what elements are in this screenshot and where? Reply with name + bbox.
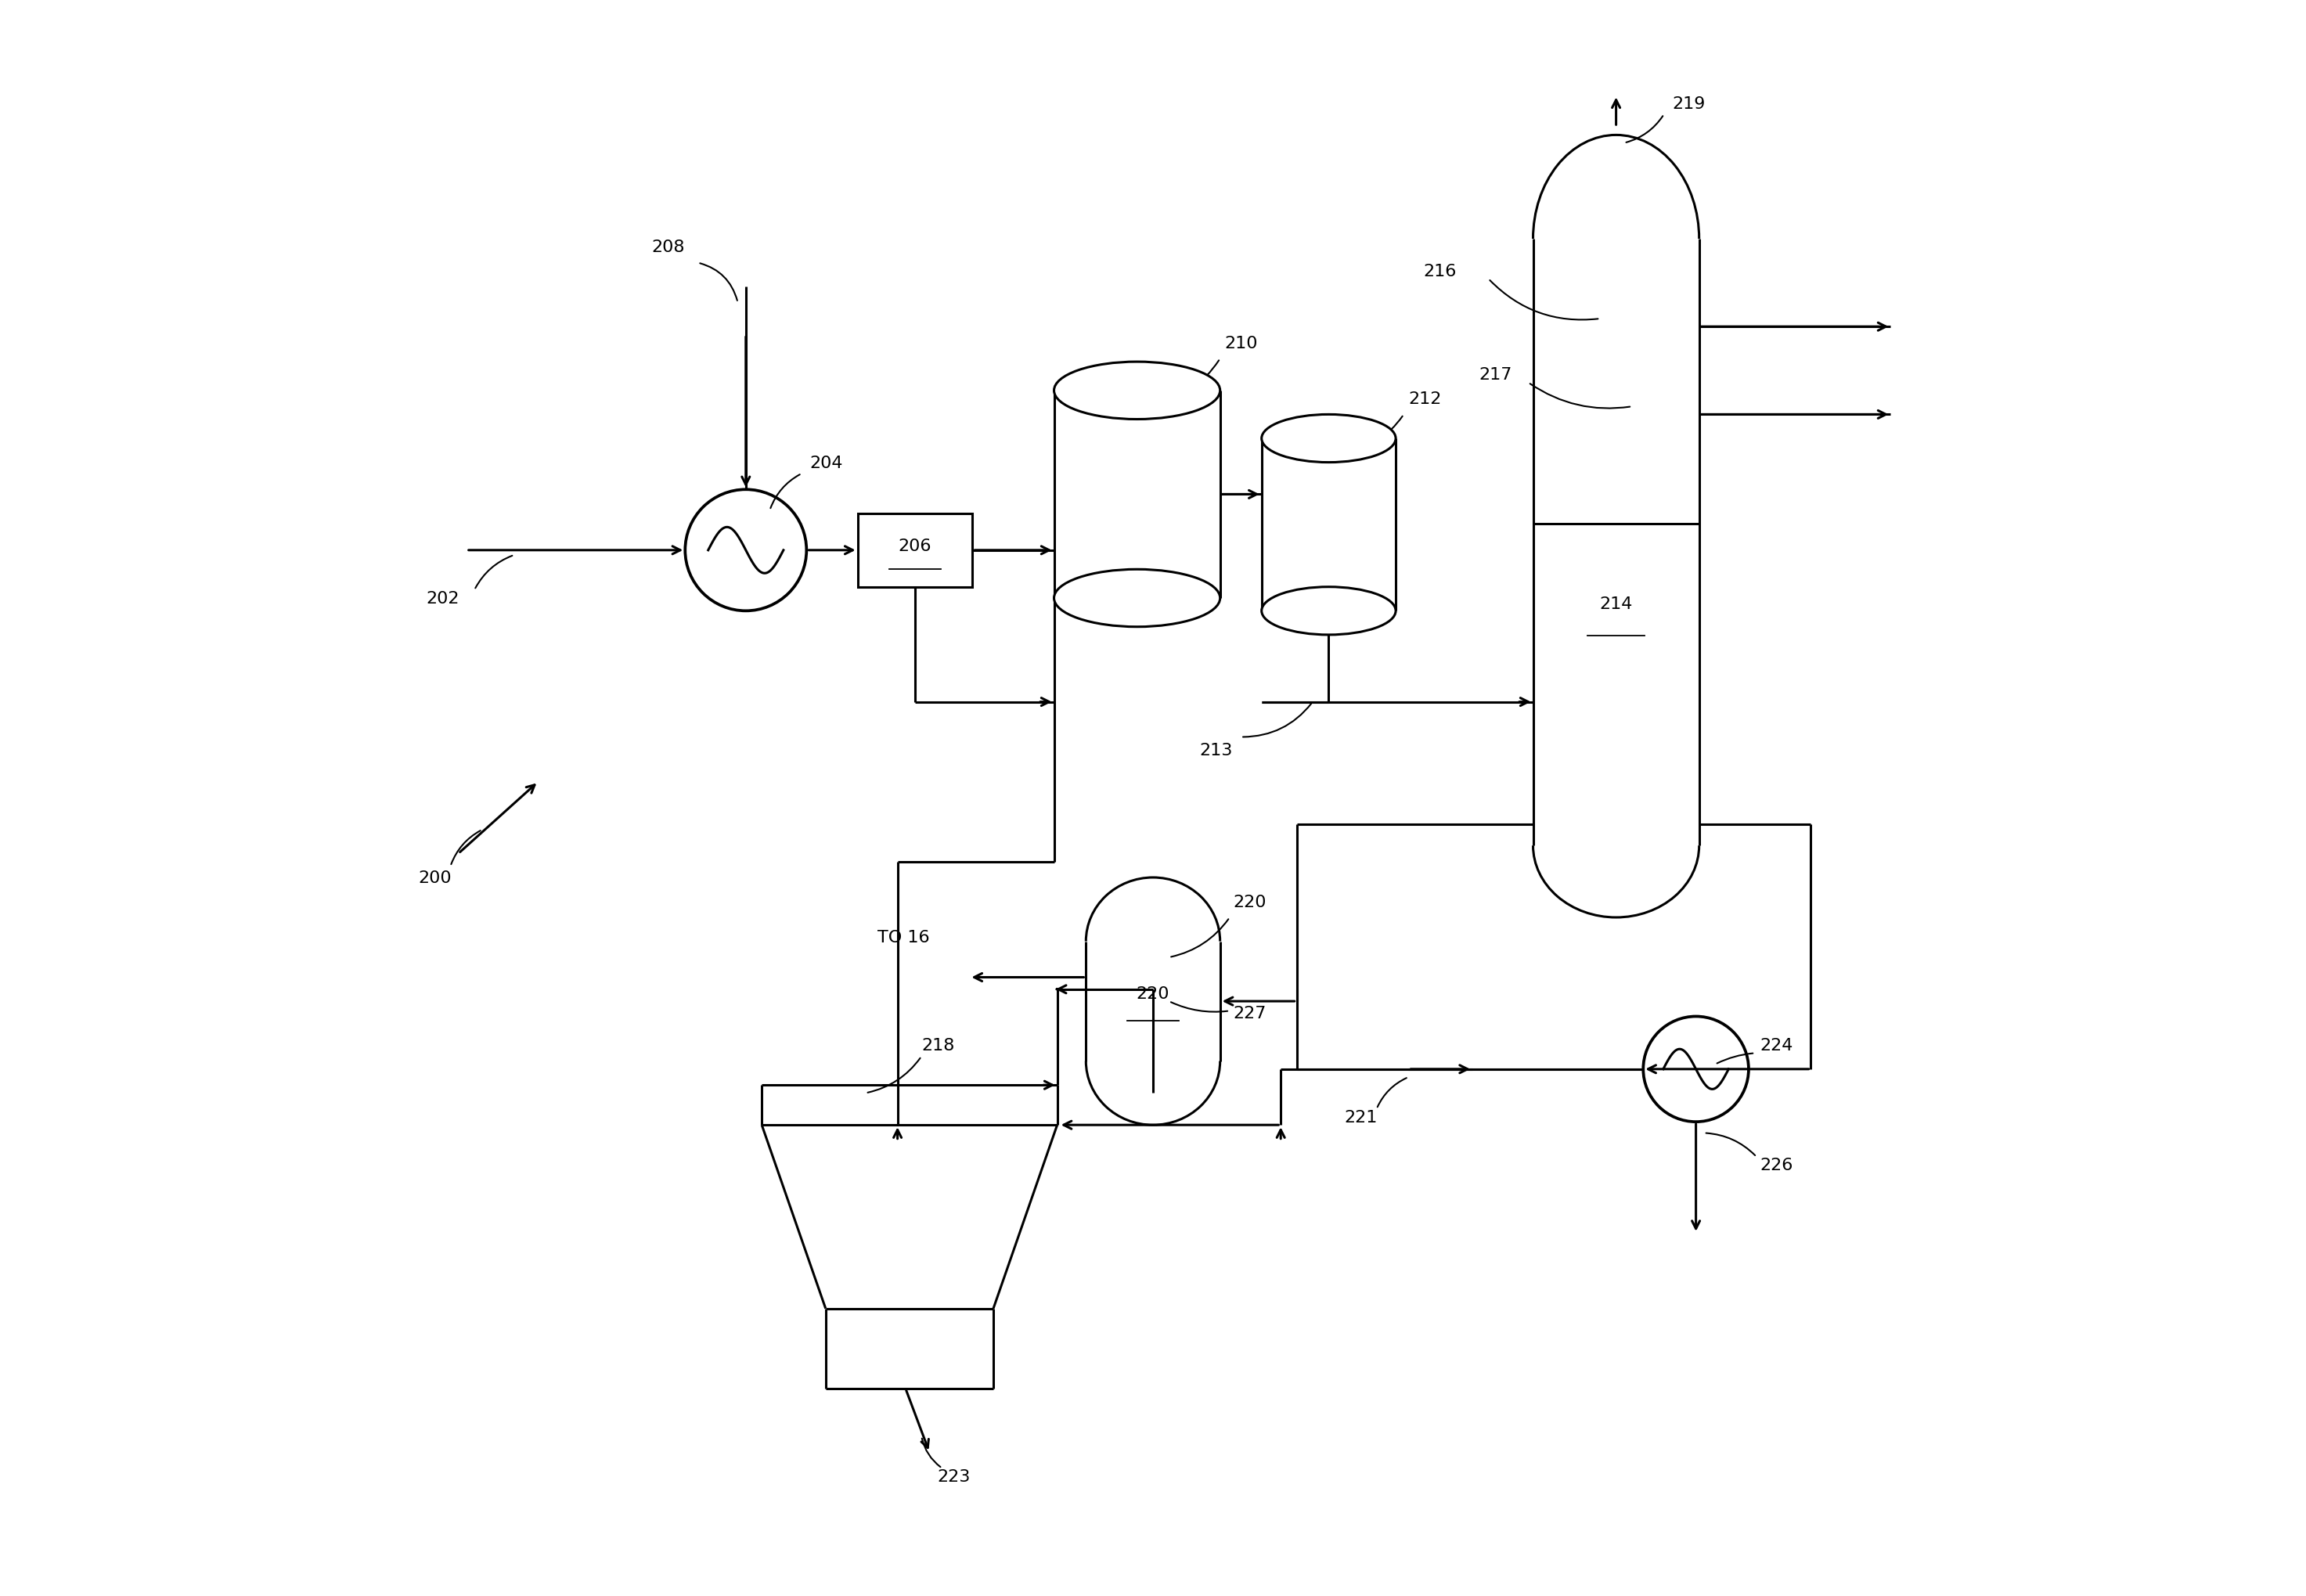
Text: 216: 216: [1423, 263, 1457, 279]
Text: 223: 223: [939, 1468, 971, 1484]
Ellipse shape: [1261, 415, 1395, 463]
Ellipse shape: [1261, 587, 1395, 635]
Ellipse shape: [1054, 570, 1220, 627]
Text: 226: 226: [1759, 1157, 1794, 1173]
Text: TO 16: TO 16: [876, 930, 929, 945]
Text: 204: 204: [809, 455, 844, 471]
Text: 221: 221: [1344, 1109, 1377, 1125]
Text: 217: 217: [1478, 367, 1513, 383]
Text: 210: 210: [1224, 335, 1259, 351]
Text: 212: 212: [1409, 391, 1441, 407]
Text: 213: 213: [1199, 742, 1234, 758]
Text: 206: 206: [899, 538, 932, 554]
Ellipse shape: [1054, 362, 1220, 420]
Bar: [858, 514, 973, 587]
Text: 224: 224: [1759, 1037, 1794, 1053]
Text: 220: 220: [1137, 986, 1169, 1001]
Text: 227: 227: [1234, 1005, 1266, 1021]
Text: 214: 214: [1600, 597, 1633, 613]
Text: 202: 202: [427, 591, 459, 606]
Text: 218: 218: [922, 1037, 955, 1053]
Text: 208: 208: [653, 239, 685, 255]
Text: 220: 220: [1234, 894, 1266, 910]
Text: 200: 200: [417, 870, 452, 886]
Text: 219: 219: [1672, 96, 1704, 112]
